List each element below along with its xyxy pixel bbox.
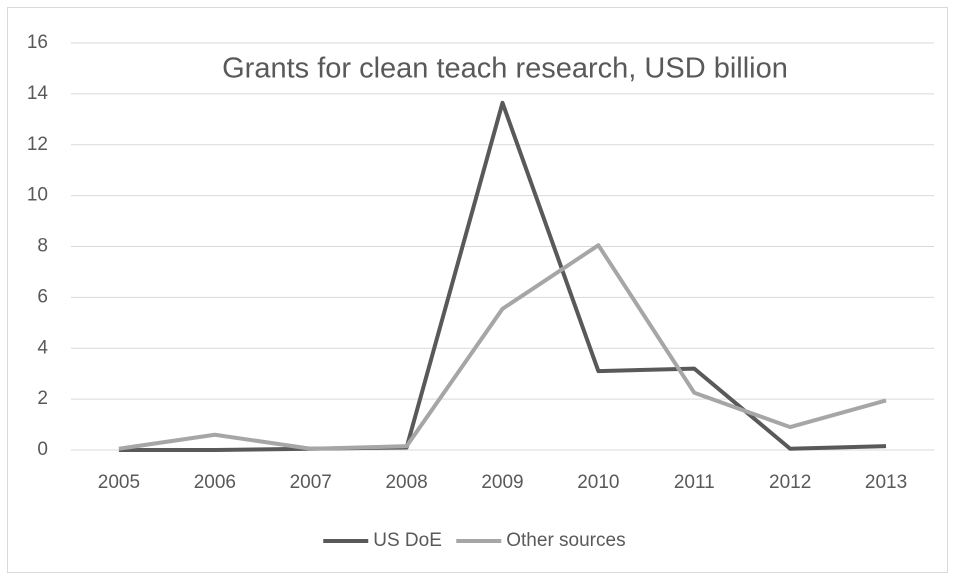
y-tick-label: 14 [27,83,49,104]
x-tick-label: 2009 [481,472,523,493]
x-tick-label: 2005 [98,472,140,493]
y-tick-label: 6 [37,286,48,307]
x-tick-label: 2010 [577,472,619,493]
y-tick-label: 10 [27,185,48,206]
series-line [118,100,887,452]
x-tick-label: 2006 [194,472,236,493]
legend-label: US DoE [373,530,442,551]
series-line [118,243,887,451]
legend-label: Other sources [506,530,625,551]
x-tick-label: 2013 [865,472,907,493]
y-tick-label: 16 [27,32,48,53]
y-tick-label: 0 [37,439,48,460]
y-tick-label: 12 [27,134,48,155]
x-tick-label: 2007 [290,472,332,493]
y-tick-label: 8 [37,236,48,257]
x-tick-label: 2011 [674,472,715,493]
chart-border [7,7,948,573]
x-tick-label: 2012 [769,472,811,493]
y-tick-label: 4 [37,337,48,358]
x-tick-label: 2008 [385,472,427,493]
chart-title: Grants for clean teach research, USD bil… [222,53,788,85]
y-tick-label: 2 [37,388,48,409]
